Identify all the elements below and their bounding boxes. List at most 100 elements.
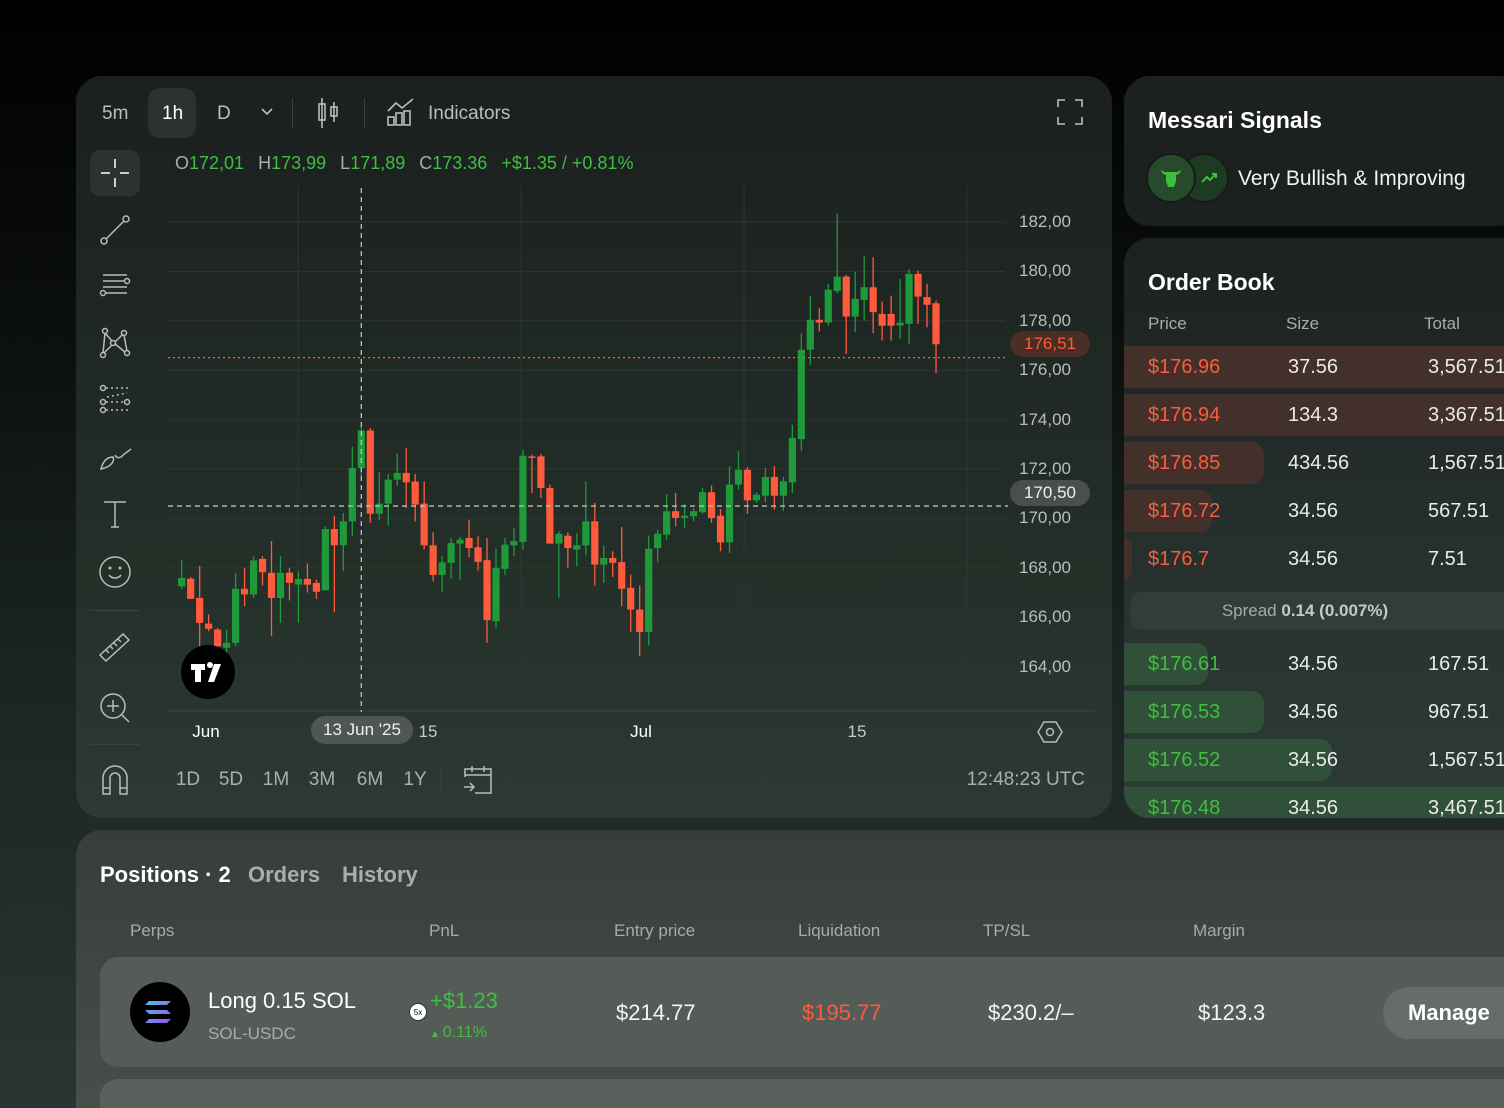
ask-row[interactable]: $176.72 34.56 567.51 [1124, 490, 1504, 532]
trend-line-tool[interactable] [90, 207, 140, 253]
candle-body [456, 539, 464, 544]
candle-body [483, 560, 491, 621]
depth-bar [1124, 787, 1504, 818]
text-tool[interactable] [90, 491, 140, 537]
candle-body [878, 313, 886, 326]
trend-up-icon [1201, 173, 1217, 183]
order-price: $176.7 [1148, 548, 1210, 570]
candle-body [555, 533, 563, 544]
high-label: H [258, 153, 272, 173]
ruler-tool[interactable] [90, 624, 140, 670]
col-entry: Entry price [614, 921, 696, 940]
col-margin: Margin [1193, 921, 1245, 940]
candle-body [734, 469, 743, 485]
emoji-tool[interactable] [90, 549, 140, 595]
candle-body [178, 577, 186, 587]
candle-body [258, 558, 267, 573]
timeframe-1h[interactable]: 1h [162, 103, 184, 124]
candle-body [429, 545, 437, 575]
candle-body [366, 430, 374, 514]
bid-row[interactable]: $176.48 34.56 3,467.51 [1124, 787, 1504, 818]
ask-row[interactable]: $176.7 34.56 7.51 [1124, 538, 1504, 580]
candle-body [618, 562, 626, 589]
high-value: 173,99 [271, 153, 327, 173]
depth-bar [1124, 643, 1208, 685]
brush-tool[interactable] [90, 434, 140, 480]
y-tick-label: 172,00 [1019, 459, 1071, 478]
leverage-badge: 5x [409, 1003, 427, 1021]
pnl-percent: ▲ 0.11% [430, 1024, 487, 1042]
divider [441, 765, 442, 795]
y-tick-label: 176,00 [1019, 360, 1071, 380]
depth-bar [1124, 691, 1264, 733]
y-tick-label: 166,00 [1019, 607, 1071, 627]
chevron-down-icon[interactable] [259, 106, 275, 118]
position-row[interactable] [100, 957, 1504, 1067]
order-total: 567.51 [1428, 500, 1490, 522]
candle-body [797, 349, 805, 440]
indicators-icon[interactable] [386, 97, 416, 127]
bull-icon [1161, 169, 1181, 187]
crosshair-tool[interactable] [90, 150, 140, 196]
range-1d[interactable]: 1D [175, 769, 201, 790]
bid-row[interactable]: $176.53 34.56 967.51 [1124, 691, 1504, 733]
crosshair-icon [101, 159, 129, 187]
range-3m[interactable]: 3M [308, 769, 336, 790]
calendar-goto-icon[interactable] [463, 765, 493, 795]
candle-body [196, 597, 204, 623]
candle-body [582, 521, 590, 546]
ask-row[interactable]: $176.96 37.56 3,567.51 [1124, 346, 1504, 388]
depth-bar [1124, 739, 1332, 781]
x-label-15-jun: 15 [418, 722, 438, 741]
horizontal-lines-tool[interactable] [90, 264, 140, 310]
ask-row[interactable]: $176.94 134.3 3,367.51 [1124, 394, 1504, 436]
indicators-button[interactable]: Indicators [428, 103, 511, 124]
candle-body [914, 273, 922, 297]
tradingview-logo[interactable] [181, 645, 235, 699]
candle-body [896, 322, 904, 326]
close-value: 173.36 [432, 153, 488, 173]
bid-row[interactable]: $176.61 34.56 167.51 [1124, 643, 1504, 685]
zoom-in-tool[interactable] [90, 685, 140, 731]
range-6m[interactable]: 6M [356, 769, 384, 790]
order-price: $176.61 [1148, 653, 1221, 675]
manage-button[interactable]: Manage [1383, 987, 1504, 1039]
range-1y[interactable]: 1Y [403, 769, 427, 790]
order-size: 34.56 [1288, 701, 1339, 723]
order-size: 34.56 [1288, 749, 1339, 771]
order-price: $176.52 [1148, 749, 1221, 771]
ohlc-legend: O172,01 H173,99 L171,89 C173.36 +$1.35 /… [175, 153, 642, 174]
timeframe-d[interactable]: D [217, 103, 231, 124]
signals-title: Messari Signals [1148, 107, 1322, 133]
trend-line-icon [100, 215, 130, 245]
divider [90, 610, 140, 611]
candle-body [689, 511, 698, 517]
entry-price: $214.77 [616, 1000, 696, 1025]
pattern-tool[interactable] [90, 320, 140, 366]
candlestick-type-icon[interactable] [315, 96, 341, 130]
pattern-icon [99, 327, 131, 359]
margin-value: $123.3 [1198, 1000, 1266, 1025]
timeframe-5m[interactable]: 5m [102, 103, 129, 124]
tab-history[interactable]: History [342, 862, 418, 887]
range-5d[interactable]: 5D [218, 769, 244, 790]
candle-body [788, 437, 796, 483]
tab-positions[interactable]: Positions · 2 [100, 862, 231, 887]
bid-row[interactable]: $176.52 34.56 1,567.51 [1124, 739, 1504, 781]
position-row-2[interactable] [100, 1079, 1504, 1108]
settings-icon[interactable] [1037, 719, 1063, 745]
zoom-in-icon [100, 693, 130, 723]
candle-body [806, 319, 814, 350]
range-1m[interactable]: 1M [262, 769, 290, 790]
order-total: 1,567.51 [1428, 452, 1504, 474]
magnet-tool[interactable] [90, 757, 140, 803]
fib-channel-tool[interactable] [90, 377, 140, 423]
fullscreen-icon[interactable] [1057, 99, 1083, 125]
tab-orders[interactable]: Orders [248, 862, 321, 887]
bull-badge [1146, 153, 1196, 203]
crosshair-price-label: 170,50 [1010, 480, 1090, 507]
ask-row[interactable]: $176.85 434.56 1,567.51 [1124, 442, 1504, 484]
candle-body [887, 313, 895, 326]
order-total: 167.51 [1428, 653, 1490, 675]
